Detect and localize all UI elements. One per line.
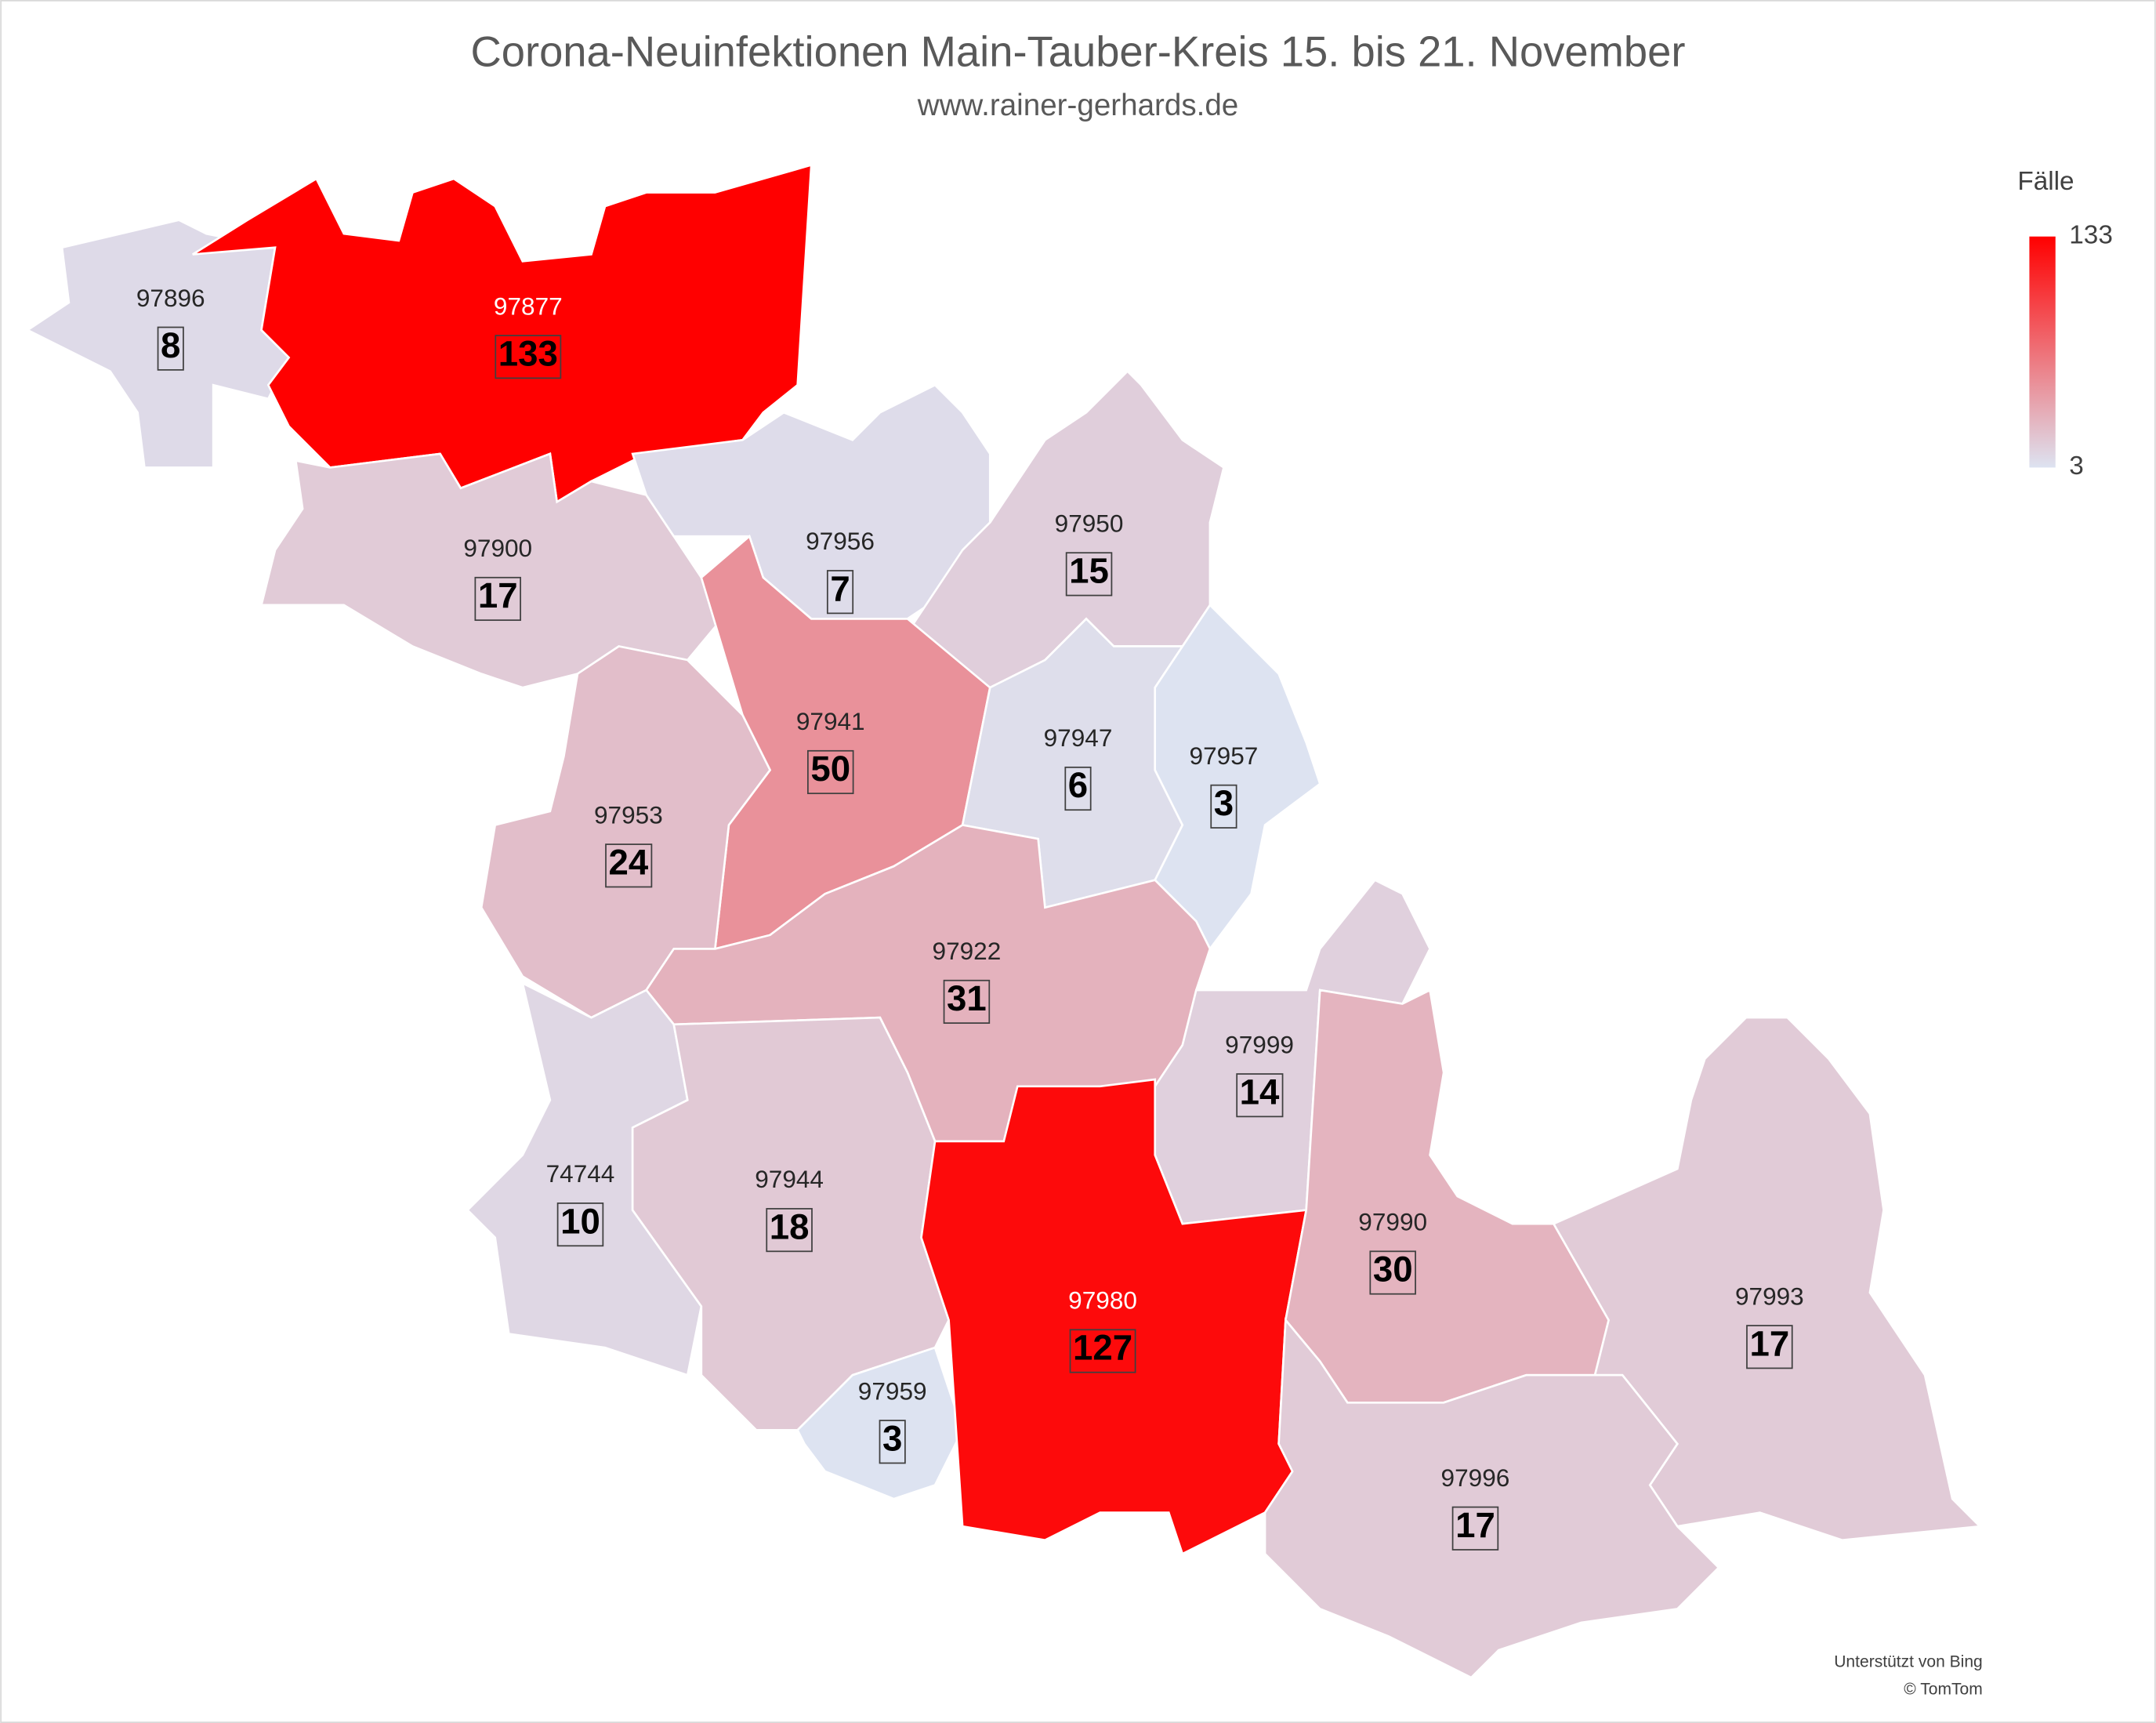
value-label: 17 [1749,1323,1789,1363]
map-title: Corona-Neuinfektionen Main-Tauber-Kreis … [470,28,1685,76]
legend-tick-label: 3 [2069,452,2084,481]
credit: Unterstützt von Bing [1834,1652,1983,1670]
value-box [807,749,854,795]
region-code: 97957 [1190,742,1259,770]
value-label: 127 [1073,1328,1132,1368]
region-code: 97941 [796,707,865,735]
value-label: 6 [1068,765,1088,805]
region-code: 97953 [594,800,663,829]
value-box [605,843,653,888]
value-label: 30 [1373,1250,1413,1290]
value-box [474,576,521,622]
value-box [1369,1250,1416,1295]
value-label: 50 [810,749,850,789]
region-code: 97993 [1735,1282,1804,1310]
value-box [495,335,562,379]
region-code: 74744 [546,1159,615,1188]
value-label: 7 [830,568,850,608]
value-box [766,1208,813,1253]
value-box [1210,784,1237,829]
value-label: 24 [609,842,649,882]
value-label: 133 [498,333,558,373]
value-box [1069,1329,1136,1373]
legend: Fälle 3 133 [2017,167,2113,481]
region-code: 97922 [933,937,1002,965]
region-code: 97900 [463,534,532,562]
region-code: 97947 [1044,724,1113,752]
value-box [1746,1325,1793,1369]
credit: © TomTom [1904,1680,1982,1698]
value-label: 31 [947,978,987,1018]
region-code: 97990 [1358,1208,1427,1236]
value-label: 17 [478,575,518,615]
legend-bar [2029,236,2056,468]
value-label: 17 [1455,1505,1495,1545]
region [259,452,723,689]
value-box [157,326,184,371]
value-label: 10 [560,1201,600,1241]
region [466,981,703,1377]
region-code: 97896 [136,284,205,312]
value-box [1064,766,1092,811]
value-box [826,570,854,615]
region-code: 97877 [494,292,563,320]
value-box [879,1420,906,1464]
legend-title: Fälle [2017,167,2074,196]
map-subtitle: www.rainer-gerhards.de [917,89,1239,122]
legend-tick-label: 133 [2069,221,2113,250]
value-box [1451,1506,1499,1551]
region-code: 97956 [806,527,875,555]
value-label: 3 [882,1418,902,1458]
value-label: 14 [1240,1072,1280,1112]
region-code: 97959 [858,1377,927,1405]
value-box [1236,1073,1284,1118]
region-code: 97950 [1055,509,1124,537]
region-code: 97999 [1225,1030,1294,1058]
value-label: 8 [161,325,180,365]
value-box [556,1202,604,1247]
region-code: 97980 [1068,1286,1137,1315]
value-box [943,979,991,1024]
region [192,163,813,504]
region [1154,603,1321,951]
value-box [1065,552,1113,597]
region-code: 97996 [1441,1464,1510,1492]
region-code: 97944 [755,1165,824,1193]
value-label: 18 [770,1206,810,1246]
region [1263,1317,1720,1679]
regions: 97896 8 97877 133 97900 17 97956 7 97950 15 97941 5… [25,163,1983,1679]
value-label: 15 [1069,551,1109,591]
value-label: 3 [1214,783,1234,823]
